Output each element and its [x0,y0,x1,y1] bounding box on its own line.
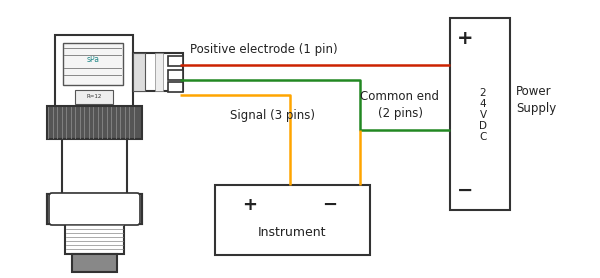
Bar [75,90,113,104]
Text: −: − [322,196,338,214]
Text: sPa: sPa [86,56,100,64]
Bar [63,43,123,85]
Bar [168,70,183,80]
Bar [62,139,127,194]
Text: Signal (3 pins): Signal (3 pins) [230,108,315,121]
Bar [55,35,133,110]
Text: +: + [242,196,257,214]
Bar [155,53,163,91]
Text: Instrument: Instrument [258,225,326,239]
FancyBboxPatch shape [49,193,140,225]
Text: R=12: R=12 [86,95,101,100]
Text: 2
4
V
D
C: 2 4 V D C [479,88,487,142]
Bar [65,224,124,254]
Bar [47,194,142,224]
Bar [72,254,117,272]
Text: Common end
(2 pins): Common end (2 pins) [361,90,439,120]
Bar [133,53,183,91]
Text: −: − [457,180,473,200]
Text: Power
Supply: Power Supply [516,85,556,115]
Bar [450,18,510,210]
Text: Positive electrode (1 pin): Positive electrode (1 pin) [190,43,338,56]
Bar [168,56,183,66]
Bar [47,194,142,224]
Bar [215,185,370,255]
Bar [133,53,145,91]
Text: +: + [457,29,473,48]
Bar [47,106,142,139]
Bar [55,194,134,224]
Bar [168,82,183,92]
